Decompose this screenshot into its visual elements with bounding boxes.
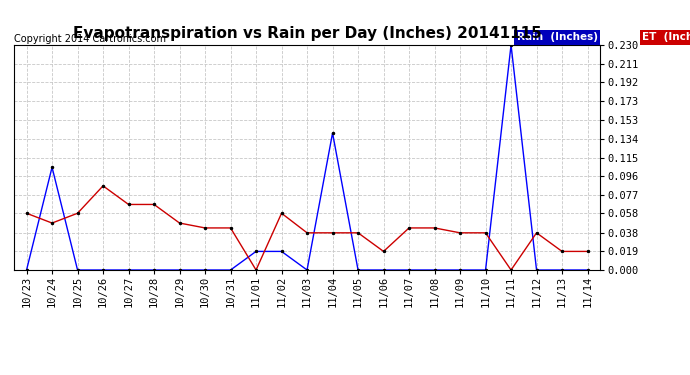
Title: Evapotranspiration vs Rain per Day (Inches) 20141115: Evapotranspiration vs Rain per Day (Inch… bbox=[72, 26, 542, 41]
Text: Copyright 2014 Cartronics.com: Copyright 2014 Cartronics.com bbox=[14, 34, 166, 44]
Text: ET  (Inches): ET (Inches) bbox=[642, 32, 690, 42]
Text: Rain  (Inches): Rain (Inches) bbox=[517, 32, 598, 42]
